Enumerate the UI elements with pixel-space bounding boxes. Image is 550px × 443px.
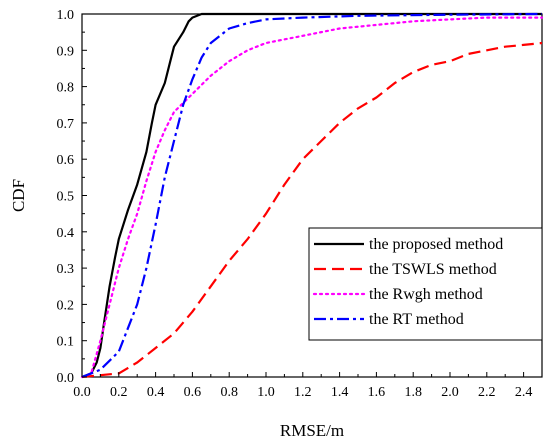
x-tick-label: 2.4 [515,385,533,400]
y-tick-label: 0.1 [57,335,75,350]
y-tick-label: 0.2 [57,298,75,313]
x-axis-title: RMSE/m [280,421,344,440]
x-tick-label: 1.0 [257,385,275,400]
legend-label-3: the RT method [369,311,464,328]
x-tick-label: 0.0 [73,385,91,400]
x-tick-label: 0.6 [184,385,202,400]
x-tick-label: 2.0 [441,385,459,400]
legend: the proposed method the TSWLS method the R… [308,227,543,341]
series-line-0 [81,12,542,379]
x-tick-label: 0.4 [147,385,165,400]
x-tick-label: 1.6 [368,385,386,400]
legend-label-2: the Rwgh method [369,286,483,303]
y-tick-label: 0.9 [57,44,75,59]
legend-box [308,227,543,341]
y-axis-title: CDF [9,179,28,212]
x-axis-ticks: 0.0 0.2 0.4 0.6 0.8 1.0 1.2 1.4 1.6 1.8 2.0 2.2 2.4 [73,372,532,400]
x-tick-label: 2.2 [478,385,496,400]
series-line-1 [81,41,543,379]
y-tick-label: 0.4 [57,226,75,241]
y-tick-label: 0.8 [57,81,75,96]
legend-label-1: the TSWLS method [369,261,497,278]
y-tick-label: 0.6 [57,153,75,168]
y-tick-label: 0.3 [57,262,75,277]
plot-area: 0.0 0.2 0.4 0.6 0.8 1.0 1.2 1.4 1.6 1.8 2.0 2.2 2.4 … [57,8,544,400]
x-tick-label: 1.4 [331,385,349,400]
y-tick-label: 1.0 [57,8,75,23]
x-tick-label: 0.8 [220,385,238,400]
x-tick-label: 1.2 [294,385,312,400]
y-axis-ticks: 0.0 0.1 0.2 0.3 0.4 0.5 0.6 0.7 0.8 0.9 1.0 [57,8,87,386]
series-line-3 [81,12,543,379]
y-tick-label: 0.0 [57,371,75,386]
y-tick-label: 0.7 [57,117,75,132]
series-layer [80,12,544,379]
y-tick-label: 0.5 [57,190,75,205]
x-tick-label: 1.8 [404,385,422,400]
x-tick-label: 0.2 [110,385,128,400]
legend-label-0: the proposed method [369,236,503,253]
